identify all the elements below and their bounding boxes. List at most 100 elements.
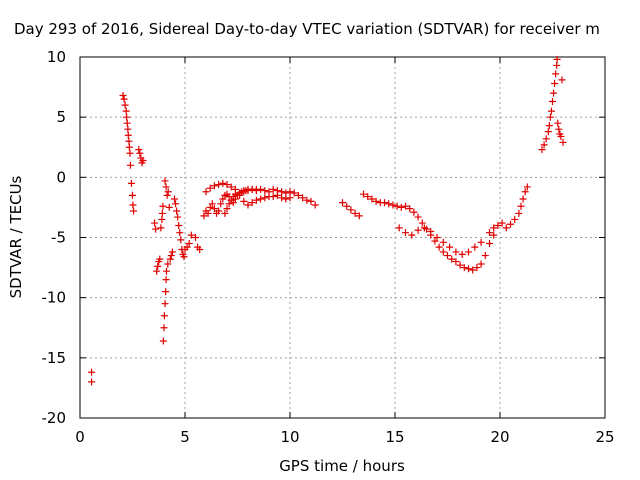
y-tick-label: -20 <box>42 409 67 427</box>
data-point <box>192 234 199 241</box>
data-point <box>553 55 561 63</box>
data-point <box>88 368 96 376</box>
data-point <box>202 188 210 196</box>
data-point <box>311 201 319 209</box>
data-point <box>559 138 567 146</box>
data-point <box>427 227 435 235</box>
data-point <box>420 224 428 232</box>
data-point <box>236 189 244 197</box>
data-point <box>515 209 523 217</box>
data-point <box>252 185 260 193</box>
data-point <box>406 205 414 213</box>
data-point <box>477 238 485 246</box>
data-point <box>278 194 286 202</box>
data-point <box>523 183 531 191</box>
data-point <box>166 255 174 263</box>
data-point <box>550 89 558 97</box>
data-point <box>154 262 162 270</box>
data-point <box>360 190 367 198</box>
data-point <box>286 194 294 202</box>
data-point <box>368 195 376 203</box>
data-point <box>402 202 409 210</box>
data-point <box>261 187 269 195</box>
x-tick-label: 25 <box>595 428 614 446</box>
data-point <box>555 125 563 133</box>
data-point <box>385 200 393 208</box>
data-point <box>248 199 256 207</box>
data-point <box>408 231 416 239</box>
y-tick-label: -15 <box>42 349 67 367</box>
data-point <box>177 236 185 244</box>
x-tick-label: 0 <box>75 428 85 446</box>
data-point <box>402 229 409 237</box>
data-point <box>269 193 277 201</box>
data-point <box>123 119 131 127</box>
data-point <box>519 195 527 203</box>
data-point <box>372 197 380 205</box>
data-point <box>136 149 144 157</box>
data-point <box>465 265 472 273</box>
data-point <box>127 179 135 187</box>
x-tick-label: 20 <box>490 428 509 446</box>
data-point <box>160 324 168 332</box>
data-point <box>240 197 248 205</box>
data-point <box>219 179 227 187</box>
data-point <box>553 61 561 69</box>
data-point <box>343 202 351 210</box>
data-point <box>206 203 214 211</box>
data-point <box>163 267 171 275</box>
data-point <box>558 76 566 84</box>
data-point <box>477 260 485 268</box>
data-point <box>456 261 464 269</box>
data-point <box>196 246 204 254</box>
data-point <box>129 201 137 209</box>
data-point <box>557 132 565 140</box>
data-point <box>227 196 235 204</box>
data-point <box>278 188 286 196</box>
data-point <box>172 200 180 208</box>
data-point <box>542 135 550 143</box>
data-point <box>521 188 529 196</box>
data-point <box>544 128 552 136</box>
data-point <box>460 264 468 272</box>
data-point <box>410 208 418 216</box>
data-point <box>129 191 136 199</box>
data-point <box>303 196 311 204</box>
data-point <box>355 212 363 220</box>
data-point <box>389 201 397 209</box>
data-point <box>173 207 181 215</box>
data-point <box>157 224 165 232</box>
data-point <box>159 202 167 210</box>
data-point <box>490 231 498 239</box>
data-point <box>351 209 359 217</box>
data-point <box>164 260 172 268</box>
data-point <box>227 183 235 191</box>
y-tick-label: -10 <box>42 289 67 307</box>
grid <box>80 57 605 418</box>
data-point <box>244 187 252 195</box>
data-point <box>159 337 167 345</box>
data-point <box>171 195 178 203</box>
data-point <box>469 266 477 274</box>
data-point <box>158 209 166 217</box>
data-point <box>126 161 134 169</box>
y-tick-label: -5 <box>51 229 66 247</box>
data-point <box>204 209 212 217</box>
data-point <box>122 107 130 115</box>
y-tick-label: 10 <box>47 48 66 66</box>
y-axis-label: SDTVAR / TECUs <box>7 175 25 298</box>
data-point <box>418 219 426 227</box>
data-point <box>120 95 128 103</box>
data-point <box>221 209 229 217</box>
data-point <box>439 248 447 256</box>
data-point <box>174 213 182 221</box>
data-point <box>206 184 214 192</box>
data-point <box>540 141 548 149</box>
data-point <box>215 181 223 189</box>
data-point <box>180 253 188 261</box>
data-point <box>210 205 218 213</box>
x-tick-label: 15 <box>385 428 404 446</box>
data-point <box>121 101 129 109</box>
data-point <box>414 213 422 221</box>
data-point <box>490 224 498 232</box>
